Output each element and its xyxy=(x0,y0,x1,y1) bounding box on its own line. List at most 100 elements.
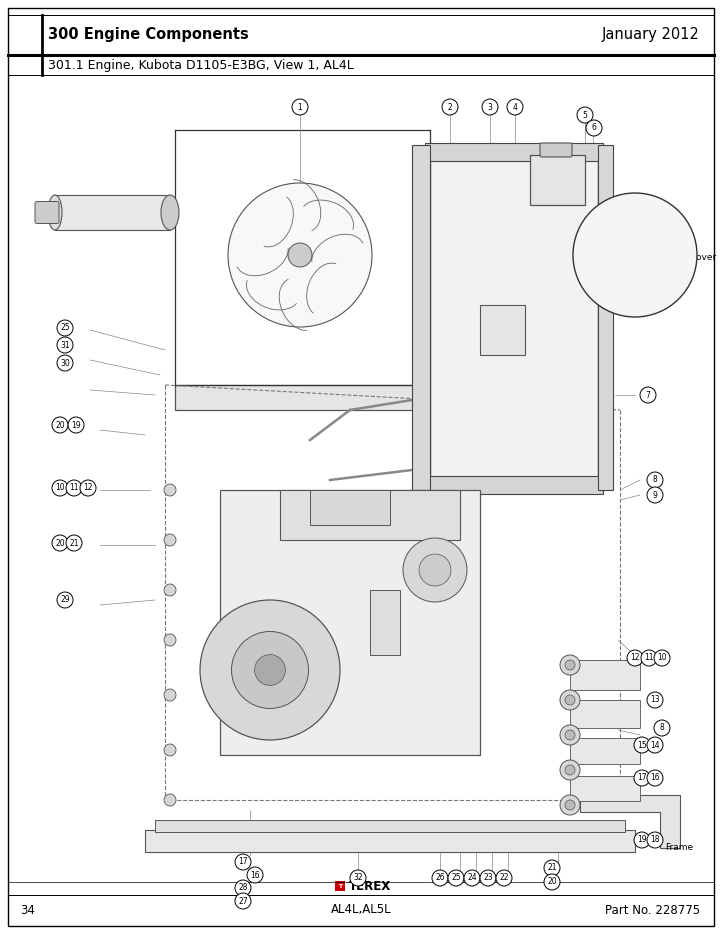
Text: 14: 14 xyxy=(651,741,660,749)
Text: 12: 12 xyxy=(630,654,640,662)
Circle shape xyxy=(228,183,372,327)
Bar xyxy=(425,143,603,161)
Circle shape xyxy=(654,720,670,736)
Text: 19: 19 xyxy=(638,836,647,844)
Text: 28: 28 xyxy=(238,884,248,893)
FancyBboxPatch shape xyxy=(540,143,572,157)
Text: 16: 16 xyxy=(651,773,660,783)
Circle shape xyxy=(350,870,366,886)
Circle shape xyxy=(544,860,560,876)
Text: Frame: Frame xyxy=(665,843,693,853)
Text: 300 Engine Components: 300 Engine Components xyxy=(48,27,249,43)
FancyBboxPatch shape xyxy=(335,881,345,891)
Circle shape xyxy=(480,870,496,886)
Bar xyxy=(570,738,640,764)
Circle shape xyxy=(496,870,512,886)
Circle shape xyxy=(565,730,575,740)
Circle shape xyxy=(647,487,663,503)
Circle shape xyxy=(292,99,308,115)
Bar xyxy=(530,155,585,205)
Circle shape xyxy=(57,337,73,353)
Circle shape xyxy=(647,737,663,753)
Text: 20: 20 xyxy=(547,878,557,886)
Circle shape xyxy=(560,725,580,745)
Ellipse shape xyxy=(161,195,179,230)
Text: 8: 8 xyxy=(653,475,657,485)
Text: 17: 17 xyxy=(638,773,647,783)
FancyBboxPatch shape xyxy=(35,202,59,223)
Text: 5: 5 xyxy=(583,110,588,120)
Circle shape xyxy=(565,660,575,670)
Circle shape xyxy=(627,650,643,666)
Circle shape xyxy=(448,870,464,886)
Circle shape xyxy=(164,484,176,496)
Circle shape xyxy=(164,634,176,646)
Bar xyxy=(480,305,525,355)
Text: 17: 17 xyxy=(238,857,248,867)
Circle shape xyxy=(641,650,657,666)
Bar xyxy=(430,145,598,490)
Circle shape xyxy=(52,535,68,551)
Bar xyxy=(55,195,170,230)
Circle shape xyxy=(57,320,73,336)
Bar xyxy=(280,490,460,540)
Text: 32: 32 xyxy=(353,873,363,883)
Circle shape xyxy=(565,800,575,810)
Bar xyxy=(412,145,430,490)
Text: 1: 1 xyxy=(297,103,303,111)
Circle shape xyxy=(232,631,308,709)
Circle shape xyxy=(647,472,663,488)
Text: 6: 6 xyxy=(591,123,596,133)
Text: 23: 23 xyxy=(483,873,493,883)
Circle shape xyxy=(544,874,560,890)
Text: 21: 21 xyxy=(69,539,79,547)
Text: 4: 4 xyxy=(513,103,518,111)
Circle shape xyxy=(560,760,580,780)
Bar xyxy=(370,590,400,655)
Text: 19: 19 xyxy=(71,420,81,430)
Circle shape xyxy=(164,744,176,756)
Circle shape xyxy=(560,690,580,710)
Text: 9: 9 xyxy=(653,490,658,500)
Text: 301.1 Engine, Kubota D1105-E3BG, View 1, AL4L: 301.1 Engine, Kubota D1105-E3BG, View 1,… xyxy=(48,59,354,72)
Circle shape xyxy=(577,107,593,123)
Polygon shape xyxy=(580,795,680,848)
Bar xyxy=(570,660,640,690)
Circle shape xyxy=(647,692,663,708)
Circle shape xyxy=(57,592,73,608)
Circle shape xyxy=(52,480,68,496)
Text: 30: 30 xyxy=(60,359,70,367)
Text: January 2012: January 2012 xyxy=(602,27,700,43)
Circle shape xyxy=(565,765,575,775)
Circle shape xyxy=(634,770,650,786)
Circle shape xyxy=(419,554,451,586)
Circle shape xyxy=(235,893,251,909)
Text: 8: 8 xyxy=(660,724,664,732)
Bar xyxy=(155,820,625,832)
Text: 11: 11 xyxy=(69,484,79,492)
Text: 18: 18 xyxy=(651,836,660,844)
Circle shape xyxy=(640,387,656,403)
Circle shape xyxy=(647,832,663,848)
Text: TEREX: TEREX xyxy=(349,880,391,893)
Text: 20: 20 xyxy=(55,420,65,430)
Ellipse shape xyxy=(48,195,62,230)
Circle shape xyxy=(565,695,575,705)
Text: Part No. 228775: Part No. 228775 xyxy=(605,903,700,916)
Circle shape xyxy=(247,867,263,883)
Text: 26: 26 xyxy=(435,873,445,883)
Text: 34: 34 xyxy=(20,903,35,916)
Circle shape xyxy=(654,650,670,666)
Text: 3: 3 xyxy=(487,103,492,111)
Circle shape xyxy=(442,99,458,115)
Text: 20: 20 xyxy=(55,539,65,547)
Circle shape xyxy=(403,538,467,602)
Text: 12: 12 xyxy=(83,484,92,492)
Circle shape xyxy=(255,655,285,686)
Text: 25: 25 xyxy=(451,873,461,883)
Bar xyxy=(310,490,390,525)
Bar xyxy=(570,700,640,728)
Circle shape xyxy=(164,794,176,806)
Text: 27: 27 xyxy=(238,897,248,905)
Text: T: T xyxy=(338,884,342,888)
